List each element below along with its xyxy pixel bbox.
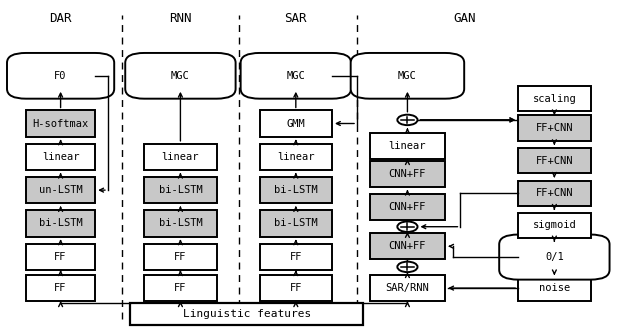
Text: bi-LSTM: bi-LSTM [39, 218, 83, 228]
FancyBboxPatch shape [26, 177, 95, 203]
Text: FF: FF [54, 252, 67, 262]
FancyBboxPatch shape [260, 144, 332, 170]
Text: H-softmax: H-softmax [32, 118, 88, 129]
FancyBboxPatch shape [130, 303, 363, 325]
Text: Linguistic features: Linguistic features [183, 309, 311, 319]
Text: RNN: RNN [169, 12, 191, 25]
Circle shape [398, 115, 418, 125]
FancyBboxPatch shape [144, 275, 217, 301]
Text: FF+CNN: FF+CNN [536, 123, 573, 133]
Text: SAR: SAR [284, 12, 307, 25]
FancyBboxPatch shape [370, 133, 446, 159]
Text: FF+CNN: FF+CNN [536, 156, 573, 166]
Text: GAN: GAN [453, 12, 475, 25]
Text: un-LSTM: un-LSTM [39, 185, 83, 195]
Text: linear: linear [162, 152, 199, 162]
FancyBboxPatch shape [144, 144, 217, 170]
FancyBboxPatch shape [144, 244, 217, 270]
Text: FF+CNN: FF+CNN [536, 188, 573, 198]
Text: CNN+FF: CNN+FF [389, 202, 426, 212]
Text: sigmoid: sigmoid [533, 220, 576, 230]
FancyBboxPatch shape [260, 111, 332, 136]
FancyBboxPatch shape [144, 177, 217, 203]
FancyBboxPatch shape [370, 233, 446, 259]
FancyBboxPatch shape [260, 244, 332, 270]
FancyBboxPatch shape [499, 235, 609, 280]
Text: MGC: MGC [398, 71, 417, 81]
Text: FF: FF [289, 252, 302, 262]
FancyBboxPatch shape [26, 275, 95, 301]
FancyBboxPatch shape [518, 276, 591, 301]
FancyBboxPatch shape [351, 53, 464, 99]
Circle shape [398, 221, 418, 232]
Text: F0: F0 [54, 71, 67, 81]
Text: GMM: GMM [286, 118, 305, 129]
Text: bi-LSTM: bi-LSTM [274, 218, 318, 228]
FancyBboxPatch shape [518, 115, 591, 141]
Text: bi-LSTM: bi-LSTM [159, 185, 202, 195]
Text: 0/1: 0/1 [545, 252, 564, 262]
FancyBboxPatch shape [260, 210, 332, 236]
FancyBboxPatch shape [26, 144, 95, 170]
Text: FF: FF [174, 252, 186, 262]
FancyBboxPatch shape [26, 244, 95, 270]
Text: bi-LSTM: bi-LSTM [159, 218, 202, 228]
FancyBboxPatch shape [7, 53, 114, 99]
Text: FF: FF [289, 283, 302, 293]
Text: FF: FF [54, 283, 67, 293]
FancyBboxPatch shape [518, 213, 591, 238]
FancyBboxPatch shape [144, 210, 217, 236]
FancyBboxPatch shape [518, 181, 591, 206]
FancyBboxPatch shape [370, 275, 446, 301]
Text: FF: FF [174, 283, 186, 293]
FancyBboxPatch shape [241, 53, 351, 99]
FancyBboxPatch shape [26, 210, 95, 236]
Text: MGC: MGC [286, 71, 305, 81]
FancyBboxPatch shape [125, 53, 236, 99]
FancyBboxPatch shape [518, 86, 591, 112]
FancyBboxPatch shape [260, 275, 332, 301]
FancyBboxPatch shape [518, 148, 591, 174]
Text: CNN+FF: CNN+FF [389, 241, 426, 251]
Circle shape [398, 262, 418, 272]
Text: bi-LSTM: bi-LSTM [274, 185, 318, 195]
FancyBboxPatch shape [370, 194, 446, 220]
Text: noise: noise [538, 283, 570, 293]
Text: CNN+FF: CNN+FF [389, 169, 426, 179]
Text: DAR: DAR [49, 12, 72, 25]
Text: SAR/RNN: SAR/RNN [386, 283, 429, 293]
FancyBboxPatch shape [370, 161, 446, 187]
Text: MGC: MGC [171, 71, 190, 81]
FancyBboxPatch shape [260, 177, 332, 203]
Text: linear: linear [389, 141, 426, 151]
FancyBboxPatch shape [26, 111, 95, 136]
Text: linear: linear [42, 152, 80, 162]
Text: linear: linear [277, 152, 315, 162]
Text: scaling: scaling [533, 94, 576, 104]
